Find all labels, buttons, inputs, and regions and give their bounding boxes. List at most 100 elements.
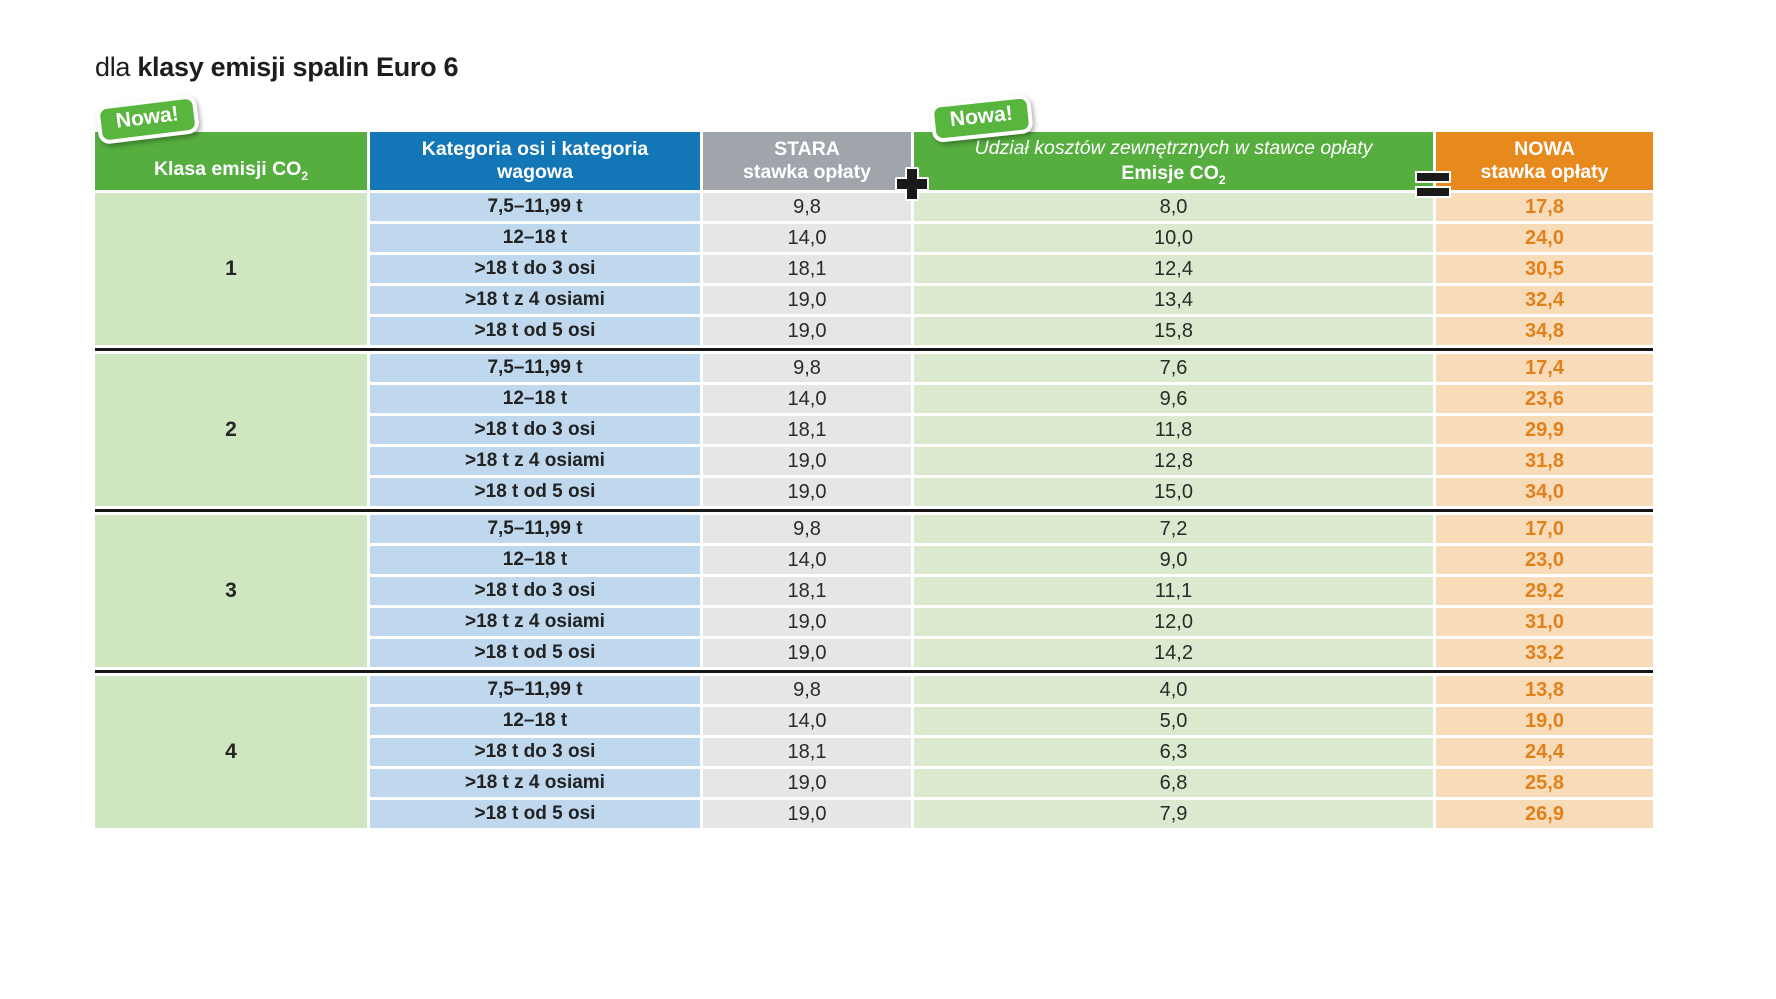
table-row: >18 t do 3 osi 18,1 6,3 24,4: [370, 738, 1653, 766]
old-rate-cell: 14,0: [703, 224, 911, 252]
co2-emissions-cell: 14,2: [914, 639, 1433, 667]
new-rate-cell: 17,0: [1436, 515, 1653, 543]
new-rate-cell: 31,8: [1436, 447, 1653, 475]
old-rate-cell: 9,8: [703, 193, 911, 221]
axle-weight-cell: 7,5–11,99 t: [370, 354, 700, 382]
co2-emissions-cell: 5,0: [914, 707, 1433, 735]
emission-class-number: 1: [95, 193, 367, 345]
co2-emissions-cell: 12,8: [914, 447, 1433, 475]
group-divider: [95, 348, 1653, 351]
axle-weight-cell: 12–18 t: [370, 224, 700, 252]
new-rate-cell: 34,0: [1436, 478, 1653, 506]
axle-weight-cell: >18 t z 4 osiami: [370, 286, 700, 314]
table-row: 12–18 t 14,0 5,0 19,0: [370, 707, 1653, 735]
new-rate-cell: 26,9: [1436, 800, 1653, 828]
new-rate-cell: 25,8: [1436, 769, 1653, 797]
plus-icon: [895, 167, 929, 201]
new-rate-cell: 31,0: [1436, 608, 1653, 636]
title-emphasis: klasy emisji spalin Euro 6: [137, 52, 459, 82]
co2-emissions-cell: 11,8: [914, 416, 1433, 444]
table-row: >18 t od 5 osi 19,0 15,8 34,8: [370, 317, 1653, 345]
table-row: >18 t z 4 osiami 19,0 12,8 31,8: [370, 447, 1653, 475]
axle-weight-cell: >18 t od 5 osi: [370, 639, 700, 667]
co2-emissions-cell: 13,4: [914, 286, 1433, 314]
table-row: >18 t z 4 osiami 19,0 13,4 32,4: [370, 286, 1653, 314]
group-divider: [95, 670, 1653, 673]
old-rate-cell: 19,0: [703, 286, 911, 314]
old-rate-cell: 14,0: [703, 385, 911, 413]
emission-class-number: 3: [95, 515, 367, 667]
group-rows: 7,5–11,99 t 9,8 7,2 17,0 12–18 t 14,0 9,…: [370, 515, 1653, 667]
table-row: 12–18 t 14,0 10,0 24,0: [370, 224, 1653, 252]
old-rate-cell: 19,0: [703, 608, 911, 636]
header-old-rate: STARA stawka opłaty: [703, 132, 911, 190]
header-axle-weight-category: Kategoria osi i kategoria wagowa: [370, 132, 700, 190]
table-header: Klasa emisji CO2 Kategoria osi i kategor…: [95, 132, 1653, 201]
old-rate-cell: 19,0: [703, 769, 911, 797]
new-rate-cell: 32,4: [1436, 286, 1653, 314]
header-external-costs: Udział kosztów zewnętrznych w stawce opł…: [914, 132, 1433, 190]
co2-emissions-cell: 6,3: [914, 738, 1433, 766]
old-rate-cell: 19,0: [703, 639, 911, 667]
axle-weight-cell: >18 t od 5 osi: [370, 478, 700, 506]
old-rate-cell: 18,1: [703, 255, 911, 283]
rates-table: Nowa! Nowa! Klasa emisji CO2 Kategoria o…: [94, 93, 1653, 828]
axle-weight-cell: 12–18 t: [370, 546, 700, 574]
header-new-rate: NOWA stawka opłaty: [1436, 132, 1653, 190]
new-rate-cell: 24,0: [1436, 224, 1653, 252]
table-row: >18 t do 3 osi 18,1 12,4 30,5: [370, 255, 1653, 283]
table-row: 7,5–11,99 t 9,8 7,6 17,4: [370, 354, 1653, 382]
table-row: 7,5–11,99 t 9,8 8,0 17,8: [370, 193, 1653, 221]
header-emission-class-label: Klasa emisji CO2: [153, 158, 309, 183]
title-prefix: dla: [95, 52, 131, 82]
table-row: >18 t z 4 osiami 19,0 6,8 25,8: [370, 769, 1653, 797]
old-rate-cell: 19,0: [703, 478, 911, 506]
new-rate-cell: 30,5: [1436, 255, 1653, 283]
header-external-costs-subtitle: Udział kosztów zewnętrznych w stawce opł…: [974, 137, 1373, 159]
axle-weight-cell: >18 t od 5 osi: [370, 800, 700, 828]
co2-emissions-cell: 15,8: [914, 317, 1433, 345]
group-rows: 7,5–11,99 t 9,8 8,0 17,8 12–18 t 14,0 10…: [370, 193, 1653, 345]
old-rate-cell: 18,1: [703, 416, 911, 444]
old-rate-cell: 14,0: [703, 546, 911, 574]
old-rate-cell: 19,0: [703, 317, 911, 345]
axle-weight-cell: >18 t z 4 osiami: [370, 769, 700, 797]
table-row: >18 t od 5 osi 19,0 7,9 26,9: [370, 800, 1653, 828]
table-row: 7,5–11,99 t 9,8 7,2 17,0: [370, 515, 1653, 543]
old-rate-cell: 19,0: [703, 447, 911, 475]
co2-emissions-cell: 11,1: [914, 577, 1433, 605]
new-rate-cell: 24,4: [1436, 738, 1653, 766]
table-body: 1 7,5–11,99 t 9,8 8,0 17,8 12–18 t 14,0 …: [95, 193, 1653, 828]
co2-emissions-cell: 15,0: [914, 478, 1433, 506]
new-rate-cell: 17,8: [1436, 193, 1653, 221]
co2-emissions-cell: 7,6: [914, 354, 1433, 382]
new-rate-cell: 23,6: [1436, 385, 1653, 413]
co2-emissions-cell: 6,8: [914, 769, 1433, 797]
equals-icon: [1415, 171, 1451, 198]
axle-weight-cell: >18 t z 4 osiami: [370, 608, 700, 636]
header-co2-emissions-label: Emisje CO2: [1121, 162, 1226, 187]
old-rate-cell: 9,8: [703, 354, 911, 382]
new-rate-cell: 29,9: [1436, 416, 1653, 444]
group-divider: [95, 509, 1653, 512]
co2-emissions-cell: 12,0: [914, 608, 1433, 636]
new-rate-cell: 23,0: [1436, 546, 1653, 574]
axle-weight-cell: 7,5–11,99 t: [370, 193, 700, 221]
axle-weight-cell: >18 t z 4 osiami: [370, 447, 700, 475]
new-rate-cell: 34,8: [1436, 317, 1653, 345]
table-row: >18 t od 5 osi 19,0 14,2 33,2: [370, 639, 1653, 667]
table-row: 12–18 t 14,0 9,0 23,0: [370, 546, 1653, 574]
emission-class-group: 3 7,5–11,99 t 9,8 7,2 17,0 12–18 t 14,0 …: [95, 515, 1653, 667]
old-rate-cell: 18,1: [703, 738, 911, 766]
table-row: >18 t do 3 osi 18,1 11,8 29,9: [370, 416, 1653, 444]
old-rate-cell: 19,0: [703, 800, 911, 828]
group-rows: 7,5–11,99 t 9,8 4,0 13,8 12–18 t 14,0 5,…: [370, 676, 1653, 828]
co2-emissions-cell: 7,2: [914, 515, 1433, 543]
emission-class-group: 4 7,5–11,99 t 9,8 4,0 13,8 12–18 t 14,0 …: [95, 676, 1653, 828]
new-rate-cell: 33,2: [1436, 639, 1653, 667]
axle-weight-cell: >18 t do 3 osi: [370, 416, 700, 444]
co2-emissions-cell: 9,0: [914, 546, 1433, 574]
old-rate-cell: 9,8: [703, 515, 911, 543]
co2-emissions-cell: 9,6: [914, 385, 1433, 413]
